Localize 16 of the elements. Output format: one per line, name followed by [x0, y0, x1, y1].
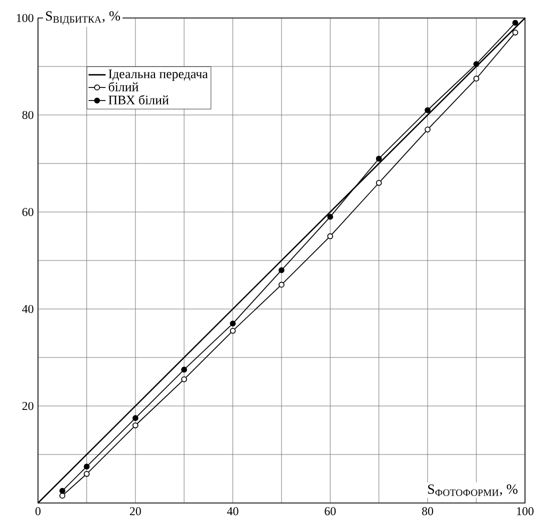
x-tick-label: 20	[130, 507, 141, 516]
y-tick-label: 60	[22, 208, 34, 216]
x-tick-label: 0	[35, 507, 41, 516]
x-axis-title: $\text{S}_{\text{ФОТОФОРМИ}}\text{, \%}$	[428, 484, 518, 496]
y-tick-label: 20	[22, 402, 34, 410]
y-tick-label: 80	[22, 110, 34, 120]
legend-label: ПВХ білий	[108, 95, 169, 104]
legend-label: Ідеальна передача	[108, 70, 208, 81]
x-tick-label: 100	[517, 507, 534, 516]
x-tick-label: 80	[422, 507, 434, 516]
legend-label: білий	[108, 82, 138, 92]
y-axis-title: $\text{S}_{\text{ВІДБИТКА}}\text{, \%}$	[46, 11, 120, 25]
y-tick-label: 100	[16, 14, 34, 22]
x-tick-label: 40	[227, 507, 238, 516]
y-tick-label: 40	[22, 304, 34, 314]
x-tick-label: 60	[324, 507, 336, 516]
